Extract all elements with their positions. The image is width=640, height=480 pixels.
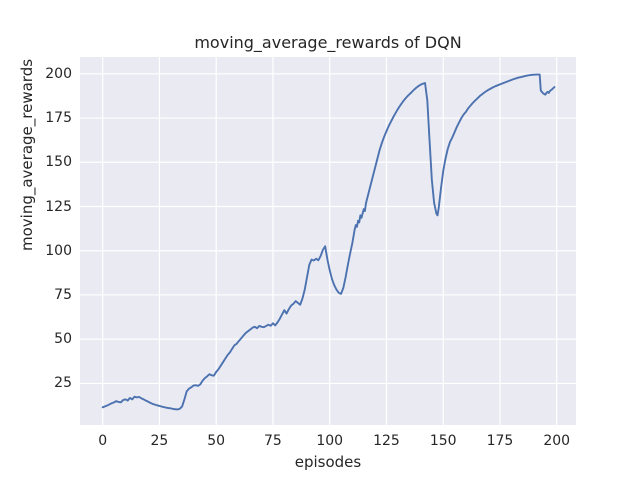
y-tick-label: 200 — [45, 65, 72, 82]
y-tick-label: 150 — [45, 154, 72, 171]
x-tick-label: 150 — [429, 433, 457, 449]
y-tick-label: 25 — [54, 375, 72, 392]
x-tick-label: 125 — [373, 433, 400, 449]
x-tick-label: 25 — [150, 433, 169, 449]
x-tick-label: 175 — [486, 433, 514, 449]
x-tick-label: 100 — [316, 433, 344, 449]
series-line-moving_average_rewards — [101, 73, 556, 411]
x-tick-label: 50 — [207, 433, 226, 449]
plot-area — [80, 57, 576, 425]
x-tick-label: 75 — [264, 433, 282, 449]
y-tick-label: 50 — [54, 331, 72, 348]
y-tick-label: 175 — [45, 110, 72, 127]
y-tick-label: 75 — [54, 286, 72, 303]
x-axis-label: episodes — [294, 453, 362, 471]
y-tick-label: 100 — [45, 242, 72, 259]
chart-title: moving_average_rewards of DQN — [194, 33, 462, 52]
x-tick-label: 200 — [543, 433, 571, 449]
y-tick-label: 125 — [45, 198, 72, 215]
x-tick-label: 0 — [98, 433, 108, 449]
line-chart-canvas — [80, 57, 576, 425]
